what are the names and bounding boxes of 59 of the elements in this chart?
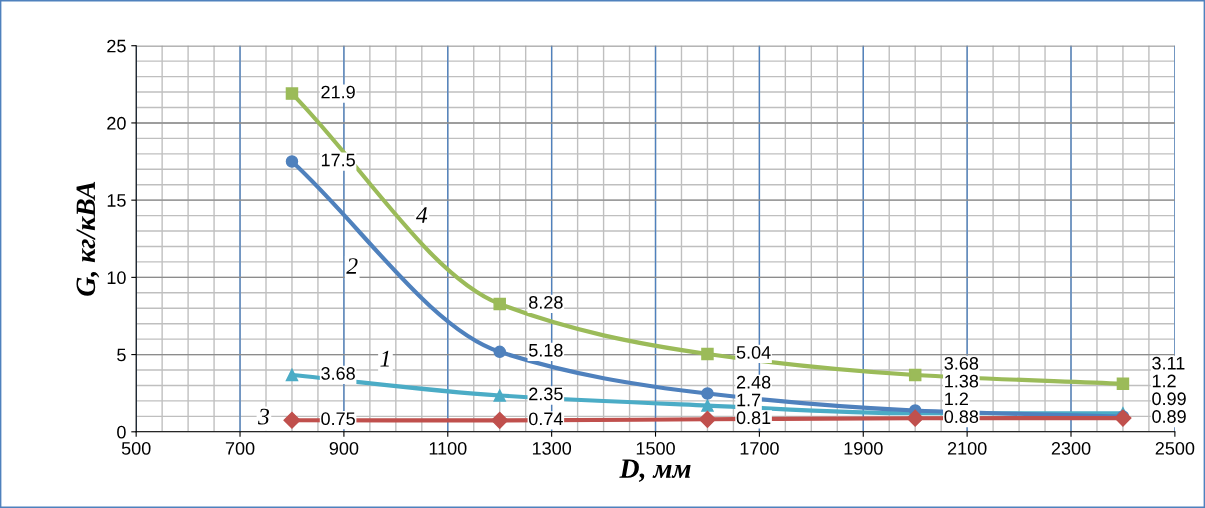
data-label: 0.75	[321, 412, 355, 426]
point	[1114, 409, 1132, 427]
data-label: 3.68	[944, 356, 979, 370]
data-label: 0.89	[1152, 410, 1186, 423]
x-tick-label: 2100	[947, 442, 987, 455]
y-tick-label: 5	[117, 348, 126, 362]
x-tick-label: 700	[225, 442, 255, 455]
point	[285, 87, 299, 100]
y-tick-label: 10	[107, 271, 126, 285]
x-tick-label: 500	[121, 442, 151, 455]
point	[701, 387, 714, 400]
x-axis-title: D, мм	[619, 459, 691, 482]
data-label: 8.28	[529, 295, 563, 309]
data-label: 2.35	[529, 387, 563, 401]
annotation: 2	[346, 258, 358, 274]
point	[491, 411, 509, 429]
point	[493, 389, 506, 402]
x-tick-label: 900	[329, 442, 359, 455]
point	[285, 155, 299, 168]
y-tick-label: 0	[117, 425, 126, 439]
y-axis-title: G, кг/кВА	[76, 181, 100, 296]
data-label: 0.99	[1152, 392, 1186, 406]
data-label: 1.2	[1152, 374, 1176, 388]
point	[701, 347, 714, 361]
data-label: 0.74	[528, 412, 563, 426]
point	[908, 368, 922, 382]
annotation: 4	[415, 207, 428, 223]
data-label: 3.11	[1152, 356, 1185, 370]
point	[1116, 377, 1130, 391]
data-label: 5.04	[736, 346, 771, 359]
point	[906, 409, 924, 427]
x-tick-label: 1100	[429, 442, 467, 455]
y-tick-label: 20	[107, 116, 126, 130]
annotation: 1	[380, 350, 389, 367]
x-tick-label: 2300	[1051, 442, 1091, 455]
x-tick-label: 2500	[1155, 442, 1195, 455]
data-label: 0.88	[944, 410, 979, 424]
point	[493, 345, 506, 359]
data-label: 5.18	[529, 343, 563, 357]
data-label: 1.7	[737, 393, 761, 407]
annotation: 3	[257, 408, 270, 425]
data-label: 2.48	[736, 375, 771, 389]
data-label: 17.5	[321, 153, 355, 167]
data-label: 1.38	[945, 374, 979, 388]
point	[701, 399, 714, 412]
point	[493, 297, 506, 311]
data-label: 0.81	[736, 411, 771, 425]
x-tick-label: 1500	[636, 442, 675, 455]
x-tick-label: 1700	[740, 442, 779, 455]
y-tick-label: 25	[107, 39, 126, 53]
data-label: 21.9	[321, 85, 355, 99]
data-label: 3.68	[321, 367, 355, 380]
x-tick-label: 1300	[532, 442, 572, 455]
point	[698, 410, 717, 428]
point	[283, 411, 301, 429]
data-label: 1.2	[945, 392, 968, 406]
point	[285, 368, 299, 382]
y-tick-label: 15	[107, 194, 126, 207]
x-tick-label: 1900	[844, 442, 883, 455]
